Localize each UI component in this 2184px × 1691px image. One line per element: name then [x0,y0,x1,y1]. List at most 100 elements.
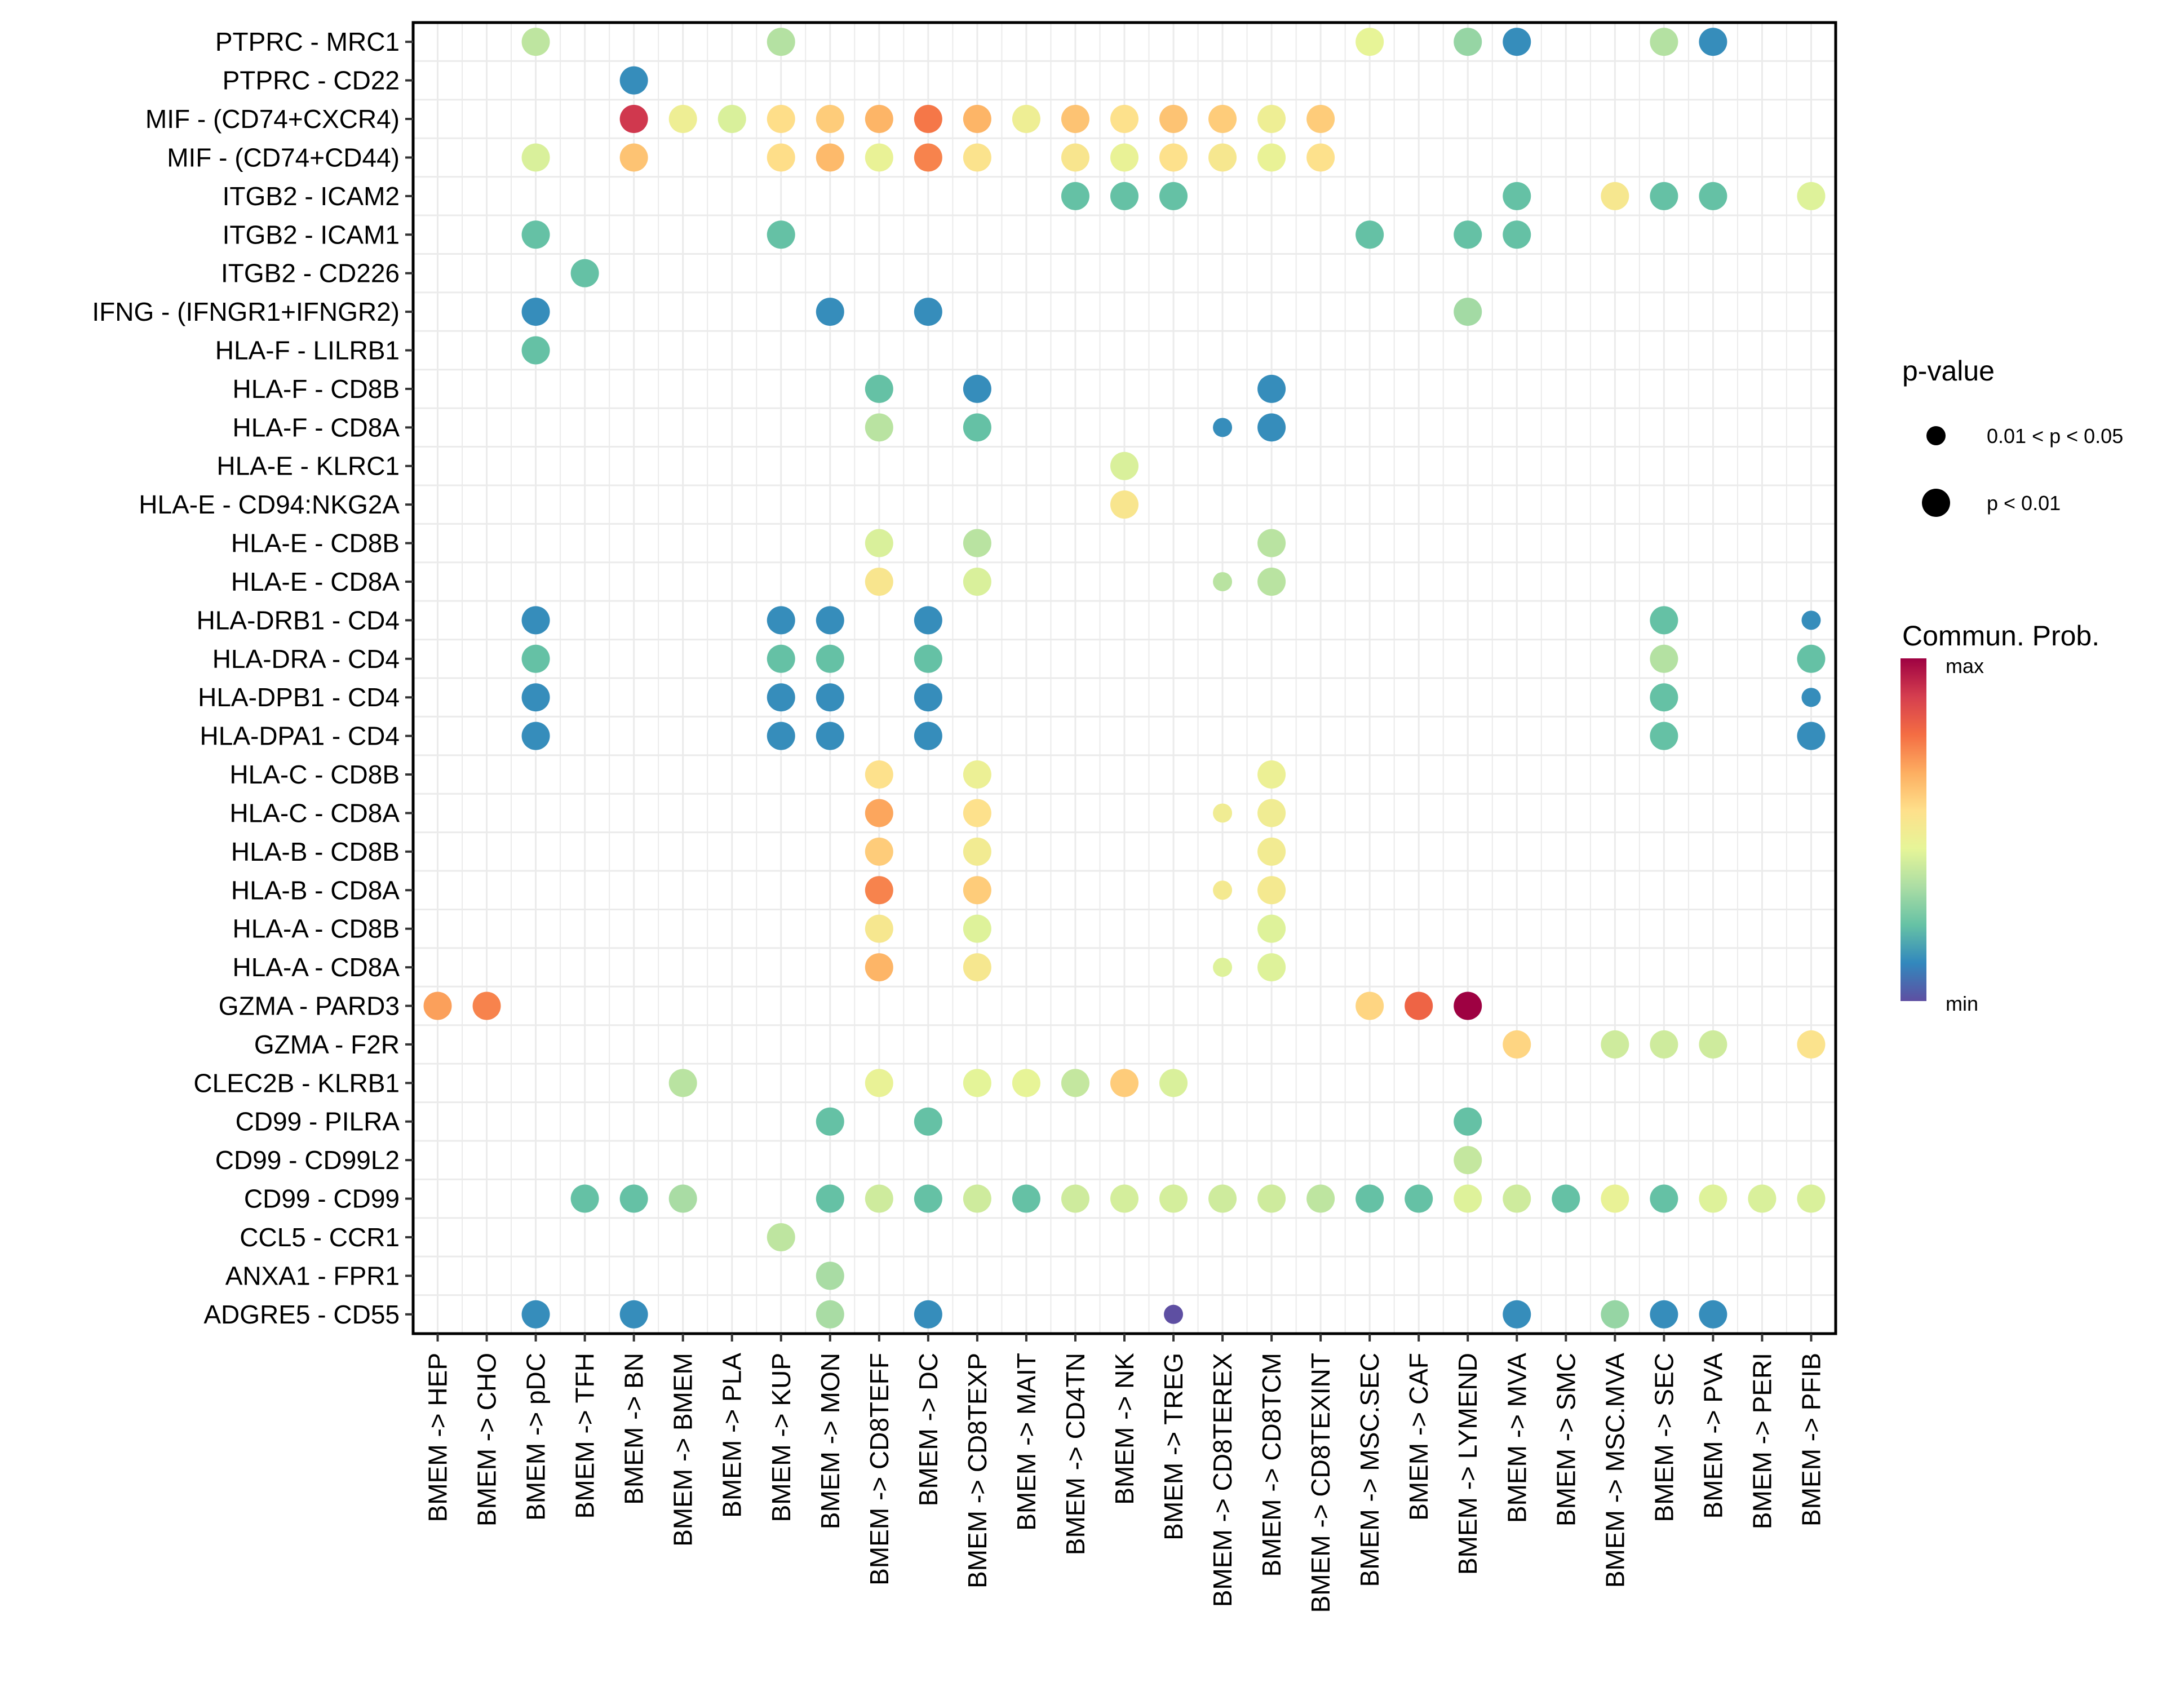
dot-point [1110,1069,1138,1097]
dot-point [1012,1184,1040,1213]
dot-point [1650,1030,1678,1059]
dot-point [1110,105,1138,134]
dot-point [521,298,550,326]
dot-point [1159,143,1188,172]
dot-point [1503,1030,1531,1059]
dot-point [1306,1184,1335,1213]
x-tick-label: BMEM -> MSC.MVA [1600,1353,1629,1588]
dot-point [1257,876,1286,905]
y-tick-label: HLA-A - CD8A [232,953,400,982]
y-tick-label: ITGB2 - ICAM2 [223,182,400,211]
x-tick-label: BMEM -> SEC [1649,1353,1678,1522]
dot-point [521,28,550,56]
x-tick-label: BMEM -> PFIB [1796,1353,1826,1526]
dot-point [1355,1184,1384,1213]
dot-point [472,991,501,1020]
dot-point [570,259,599,287]
grid-lines [413,21,1836,1335]
dot-point [865,413,893,442]
dot-point [1061,105,1089,134]
dot-point [521,644,550,673]
dot-point [1454,991,1482,1020]
y-tick-label: ANXA1 - FPR1 [225,1261,400,1290]
dot-point [619,143,648,172]
dot-point [963,143,991,172]
dot-point [1061,1184,1089,1213]
legend-size-small-dot [1926,426,1946,445]
dot-point [865,105,893,134]
x-tick-label: BMEM -> BMEM [668,1353,698,1547]
dot-point [1454,220,1482,249]
dot-point [816,721,844,750]
legend-size-label-large: p < 0.01 [1987,492,2061,515]
x-tick-label: BMEM -> SMC [1551,1353,1580,1526]
dot-point [914,1184,942,1213]
dot-point [668,105,697,134]
dot-point [1213,572,1233,591]
dot-point [816,105,844,134]
legend: p-value 0.01 < p < 0.05 p < 0.01 Commun.… [1901,355,2123,1015]
dot-point [914,1107,942,1136]
dot-point [521,220,550,249]
y-tick-label: HLA-E - CD8A [231,567,400,596]
dot-point [1503,182,1531,210]
dot-point [1159,1184,1188,1213]
x-tick-label: BMEM -> NK [1110,1353,1139,1505]
dot-point [1748,1184,1777,1213]
x-tick-label: BMEM -> MAIT [1012,1353,1041,1531]
dot-point [963,953,991,982]
legend-color-title: Commun. Prob. [1902,620,2099,652]
y-tick-label: HLA-DPB1 - CD4 [198,683,400,712]
dot-point [865,1069,893,1097]
dot-point [1797,1184,1826,1213]
dot-point [1699,1184,1727,1213]
dot-point [1110,182,1138,210]
dot-point [1257,799,1286,827]
dot-point [865,760,893,789]
y-tick-label: GZMA - PARD3 [219,991,400,1021]
dot-point [521,336,550,365]
x-tick-label: BMEM -> CAF [1404,1353,1433,1521]
y-tick-label: HLA-F - CD8A [233,413,400,442]
dot-point [1405,991,1433,1020]
dot-point [1061,182,1089,210]
dot-point [963,1069,991,1097]
dot-point [1257,105,1286,134]
x-axis: BMEM -> HEP BMEM -> CHO BMEM -> pDC BMEM ->… [423,1334,1826,1613]
dot-point [963,760,991,789]
dot-point [1110,451,1138,480]
dot-point [1454,28,1482,56]
dot-point [767,683,795,712]
y-tick-label: HLA-E - KLRC1 [216,451,400,481]
legend-colorbar [1901,658,1926,1001]
dot-point [1699,1030,1727,1059]
dot-point [1110,143,1138,172]
y-tick-label: HLA-B - CD8B [231,837,400,866]
y-tick-label: GZMA - F2R [254,1030,400,1059]
y-tick-label: HLA-DRB1 - CD4 [197,605,400,635]
dot-point [816,1300,844,1329]
dot-point [914,683,942,712]
y-tick-label: HLA-F - LILRB1 [215,336,400,365]
dot-point [1110,1184,1138,1213]
dot-point [767,105,795,134]
dot-point [1159,105,1188,134]
dot-point [1213,958,1233,977]
dot-point [1355,991,1384,1020]
y-tick-label: HLA-DRA - CD4 [212,644,400,674]
x-tick-label: BMEM -> CD4TN [1061,1353,1090,1555]
y-axis: PTPRC - MRC1 PTPRC - CD22 MIF - (CD74+CXCR… [92,27,413,1329]
dot-point [1061,143,1089,172]
dot-point [865,914,893,943]
dot-point [914,1300,942,1329]
dot-point [963,567,991,596]
dot-point [914,298,942,326]
x-tick-label: BMEM -> pDC [521,1353,551,1521]
dot-point [1454,1146,1482,1175]
dot-point [914,606,942,635]
dot-point [963,914,991,943]
dot-point [767,143,795,172]
y-tick-label: IFNG - (IFNGR1+IFNGR2) [92,297,400,326]
y-tick-label: HLA-B - CD8A [231,875,400,905]
